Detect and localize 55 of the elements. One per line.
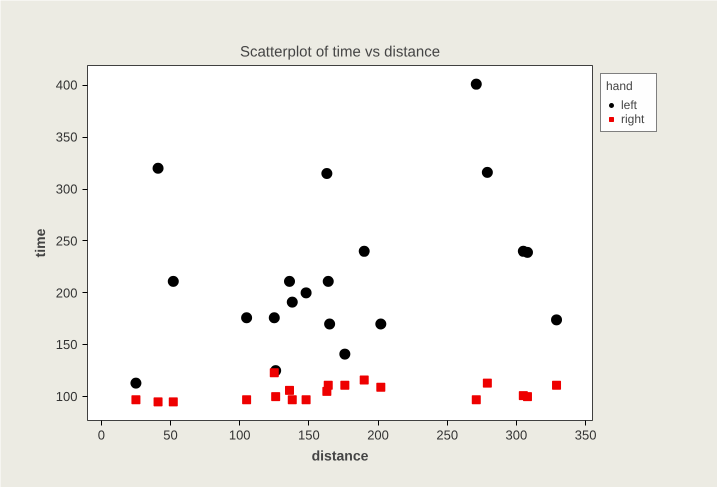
x-tick-label: 350	[574, 428, 596, 442]
point	[302, 395, 311, 404]
point	[288, 395, 297, 404]
point	[360, 376, 369, 385]
point	[154, 397, 163, 406]
point	[358, 246, 370, 257]
point	[286, 296, 298, 308]
point	[285, 386, 294, 395]
point	[375, 318, 386, 330]
point	[522, 392, 532, 402]
x-axis-title: distance	[312, 448, 369, 464]
y-tick-label: 400	[56, 78, 78, 93]
point	[339, 348, 350, 360]
x-tick-label: 100	[228, 428, 251, 442]
x-tick-label: 200	[367, 428, 389, 442]
chart-title: Scatterplot of time vs distance	[240, 44, 440, 60]
point	[482, 378, 492, 388]
point	[268, 312, 280, 324]
point	[340, 380, 350, 390]
point	[271, 392, 280, 402]
point	[152, 162, 164, 174]
point	[241, 312, 252, 324]
y-tick-label: 150	[56, 337, 78, 352]
y-tick-label: 250	[56, 233, 78, 248]
point	[131, 395, 140, 404]
point	[168, 397, 178, 406]
x-tick-label: 250	[436, 428, 458, 442]
x-tick-label: 50	[163, 428, 178, 442]
y-tick-label: 200	[56, 285, 78, 300]
point	[168, 276, 179, 287]
y-axis-title: time	[32, 228, 48, 258]
point	[472, 395, 481, 404]
x-tick-label: 150	[298, 428, 320, 442]
x-tick-label: 0	[98, 428, 105, 442]
point	[324, 380, 333, 390]
point	[284, 276, 295, 287]
legend-label: right	[621, 112, 646, 126]
x-tick-label: 300	[506, 428, 528, 442]
y-tick-label: 350	[56, 130, 78, 145]
point	[321, 168, 332, 179]
point	[551, 314, 562, 326]
point	[130, 378, 142, 389]
point	[552, 380, 562, 390]
point	[470, 78, 482, 90]
point	[322, 276, 334, 287]
point	[324, 318, 336, 330]
y-tick-label: 100	[56, 389, 78, 404]
legend-title: hand	[606, 79, 634, 93]
y-tick-label: 300	[56, 182, 78, 197]
legend-label: left	[621, 98, 638, 112]
point	[482, 166, 493, 178]
point	[376, 382, 386, 392]
point	[270, 368, 279, 378]
point	[300, 287, 312, 298]
point	[242, 395, 252, 404]
